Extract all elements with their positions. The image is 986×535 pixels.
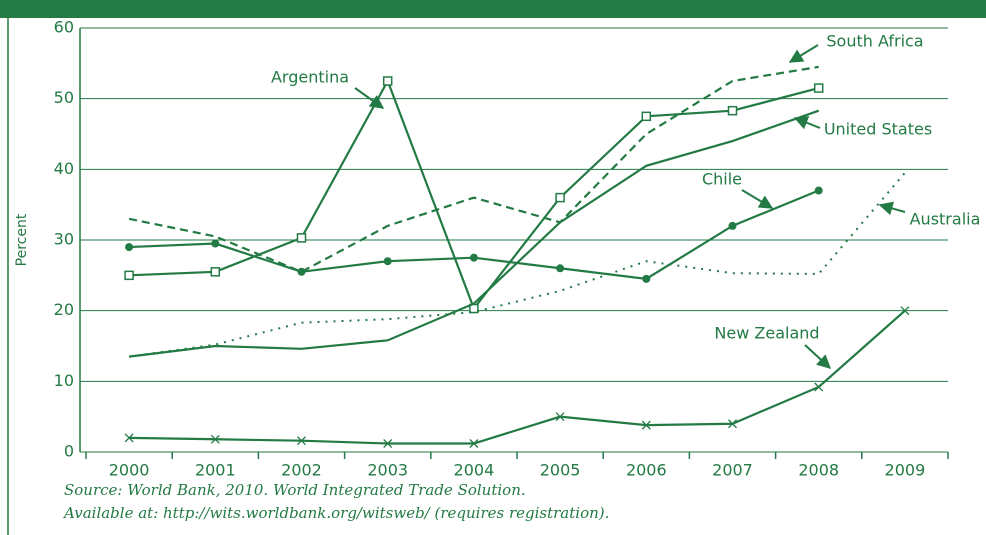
series-line [128,65,819,274]
point-marker [728,221,737,230]
point-marker [728,419,737,429]
point-marker [813,83,824,93]
y-tick-label: 30 [54,230,74,249]
series-label: Chile [702,170,742,189]
x-tick-label: 2004 [454,461,495,480]
y-tick-label: 0 [64,442,74,461]
label-arrow [804,344,832,369]
x-tick-label: 2009 [885,461,926,480]
point-marker [383,439,393,448]
label-arrow [878,201,906,216]
y-tick-label: 50 [54,88,74,107]
point-marker [642,274,651,283]
label-arrow [788,44,819,63]
series-label: United States [824,120,932,139]
y-tick-label: 60 [54,18,74,37]
point-marker [297,436,306,446]
x-tick-label: 2007 [712,461,753,480]
label-arrow [354,87,385,109]
point-marker [555,412,565,422]
y-axis-label: Percent [14,213,30,266]
x-tick-label: 2001 [195,461,236,480]
x-tick-label: 2002 [281,461,322,480]
point-marker [469,439,479,448]
x-tick-label: 2003 [367,461,408,480]
point-marker [814,382,824,392]
point-marker [556,264,565,273]
x-tick-label: 2006 [626,461,667,480]
point-marker [125,243,134,252]
point-marker [297,267,306,276]
point-marker [296,233,307,243]
label-arrow [741,189,774,209]
x-tick-label: 2008 [798,461,839,480]
series-label: Argentina [271,68,349,87]
series-line [128,109,820,358]
series-line [128,172,906,358]
label-arrow [793,116,821,130]
point-marker [727,105,738,116]
point-marker [469,253,478,262]
point-marker [555,192,565,203]
point-marker [124,270,134,281]
source-note: Available at: http://wits.worldbank.org/… [62,504,609,522]
point-marker [211,239,220,248]
x-tick-label: 2005 [540,461,581,480]
point-marker [641,111,652,122]
point-marker [900,306,910,316]
point-marker [124,433,134,443]
series-label: South Africa [826,32,923,51]
point-marker [641,420,651,430]
point-marker [814,186,823,195]
point-marker [383,257,392,266]
series-label: Australia [910,210,981,229]
point-marker [382,76,393,86]
x-tick-label: 2000 [109,461,150,480]
title-bar [0,0,986,18]
point-marker [210,434,220,444]
point-marker [210,267,221,277]
y-tick-label: 20 [54,300,74,319]
source-note: Source: World Bank, 2010. World Integrat… [64,481,526,499]
series-line [129,309,906,445]
y-tick-label: 10 [54,371,74,390]
series-line [129,78,819,311]
y-tick-label: 40 [54,159,74,178]
series-label: New Zealand [714,324,819,343]
